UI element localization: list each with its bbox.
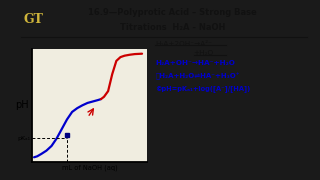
Text: GT: GT [24, 13, 44, 26]
Text: H₂A+2OH⁻→A²⁻: H₂A+2OH⁻→A²⁻ [155, 40, 212, 46]
Text: +H₂O: +H₂O [194, 50, 214, 56]
Text: Titrations  H₂A - NaOH: Titrations H₂A - NaOH [120, 22, 226, 32]
Y-axis label: pH: pH [15, 100, 29, 110]
Text: pKₐ₁: pKₐ₁ [18, 136, 31, 141]
X-axis label: mL of NaOH (aq): mL of NaOH (aq) [62, 165, 117, 171]
Text: H₂A+OH⁻→HA⁻+H₂O: H₂A+OH⁻→HA⁻+H₂O [155, 60, 235, 66]
Text: 16.9—Polyprotic Acid – Strong Base: 16.9—Polyprotic Acid – Strong Base [88, 8, 257, 17]
Text: ⒷH₂A+H₂O⇌HA⁻+H₃O⁺: ⒷH₂A+H₂O⇌HA⁻+H₃O⁺ [155, 73, 240, 80]
Text: ©pH=pKₐ₁+log([A⁻]/[HA]): ©pH=pKₐ₁+log([A⁻]/[HA]) [155, 86, 251, 93]
